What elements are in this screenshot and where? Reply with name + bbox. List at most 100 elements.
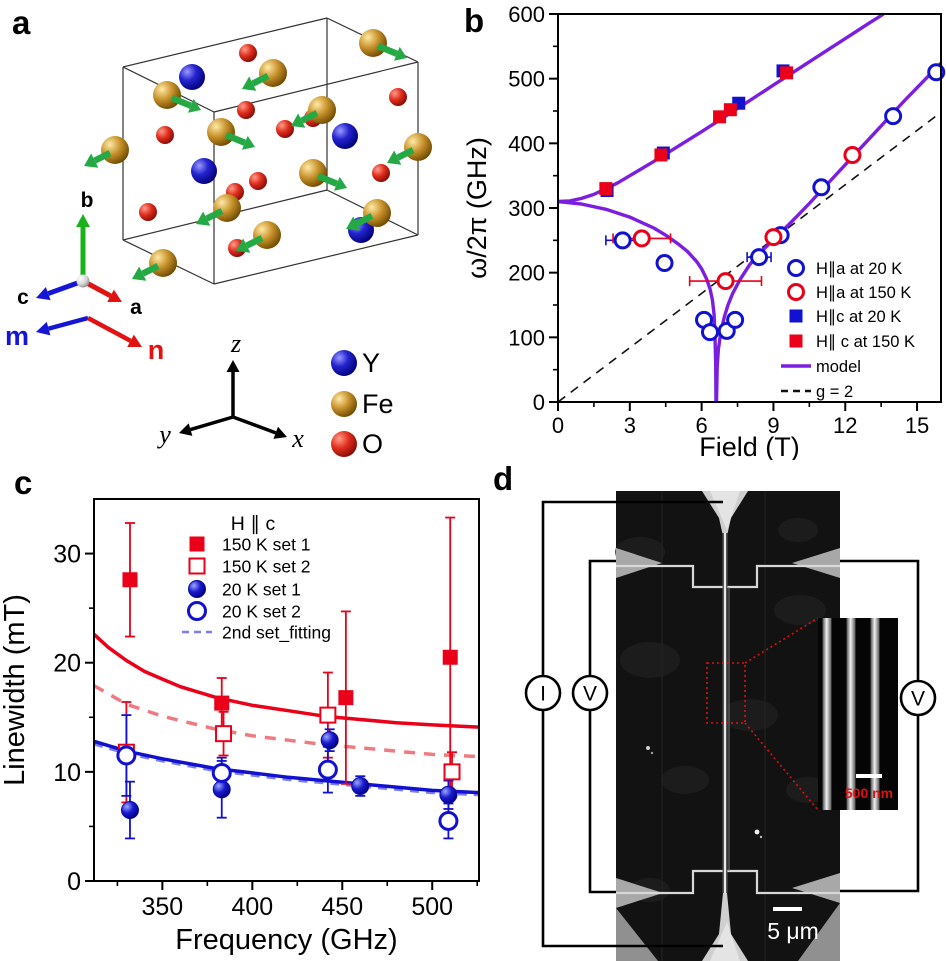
legend-label: H∥c at 20 K (816, 308, 901, 326)
marker-square-open (319, 706, 337, 724)
spin-arrow-head (236, 238, 251, 253)
atom-Fe (84, 136, 129, 168)
n-axis-arrow (86, 316, 132, 343)
c-axis-label: c (17, 286, 29, 309)
marker-circle-solid (439, 785, 458, 804)
legend: H∥a at 20 K H∥a at 150 K H∥c at 20 K H∥ c a… (781, 259, 915, 401)
scale-bar-500nm (856, 774, 882, 778)
y-tick-label: 100 (508, 325, 545, 350)
y-tick-label: 600 (508, 2, 545, 27)
marker-square (338, 690, 354, 706)
atom-sphere-O (237, 101, 255, 119)
atom-Fe (242, 59, 287, 91)
atom-Fe (299, 159, 347, 191)
atom-sphere-Fe (404, 133, 432, 161)
y-tick-label: 10 (53, 759, 81, 787)
marker-circle-open (655, 253, 674, 272)
curve-20K-fit-set1 (93, 739, 480, 795)
scale-label-500nm: 500 nm (845, 785, 893, 801)
curve-150K-fit-set1 (92, 633, 480, 729)
voltmeter-right-icon (899, 679, 937, 717)
atom-Fe (236, 221, 281, 253)
atom-sphere-Y (332, 123, 358, 149)
legend-label: 150 K set 2 (222, 556, 311, 576)
marker-square (789, 334, 803, 348)
inset-nanostripe (870, 618, 880, 810)
y-axis-arrow (190, 415, 234, 432)
a-axis-arrow-head (107, 289, 122, 302)
spin-arrow (316, 172, 339, 187)
right-bottom-contact-wedge (792, 873, 840, 903)
marker-square-open (443, 763, 461, 781)
marker-circle-open (787, 283, 805, 301)
spin-arrow-head (84, 153, 99, 168)
marker-circle-open (750, 248, 769, 267)
atom-Fe (291, 96, 336, 128)
spin-arrow (141, 263, 160, 277)
spin-arrow (205, 208, 224, 222)
marker-circle-open (116, 745, 137, 766)
x-tick-label: 0 (552, 413, 564, 438)
legend-element-label: Fe (362, 389, 394, 419)
y-tick-label: 30 (53, 541, 81, 569)
marker-circle-solid (320, 731, 339, 750)
panel-c-chart: 350 400 450 500 0 10 20 30 Frequency (GHz) Linewi… (0, 498, 480, 956)
atom-O (156, 126, 174, 144)
x-tick-label: 350 (142, 893, 184, 921)
atom-O (139, 203, 157, 221)
y-tick-label: 300 (508, 196, 545, 221)
atom-sphere-O (239, 44, 257, 62)
legend-element-label: Y (362, 348, 380, 378)
sem-texture (620, 642, 680, 678)
n-axis-arrow-head (127, 334, 142, 348)
marker-square (189, 536, 205, 552)
panel-label-b: b (464, 2, 485, 39)
inset-nanostripe (846, 618, 856, 810)
panel-label-d: d (493, 460, 514, 497)
sem-speck (646, 746, 650, 750)
axes-frame: 0 3 6 9 12 15 0 100 200 300 400 500 600 Field (T) ω/2π… (462, 2, 942, 460)
x-tick-label: 12 (833, 413, 857, 438)
chart-c: 350 400 450 500 0 10 20 30 Frequency (GHz) Linewi… (0, 498, 480, 956)
plot-frame (93, 498, 480, 882)
marker-square (654, 148, 668, 162)
spin-arrow-head (387, 150, 402, 165)
marker-circle-open (187, 601, 207, 621)
atom-sphere-Fe (308, 96, 336, 124)
sem-texture (778, 518, 818, 542)
scale-bar-5um (773, 907, 802, 911)
marker-square (122, 572, 138, 588)
atom-Fe (153, 81, 201, 113)
voltage-right-loop-wire (840, 559, 920, 893)
atom-sphere-O (249, 172, 267, 190)
atom-Fe (359, 29, 407, 61)
x-tick-label: 400 (231, 893, 273, 921)
atom-sphere-Fe (253, 221, 281, 249)
curve-model-lower-right (714, 61, 943, 403)
atom-sphere-Fe (207, 118, 235, 146)
atom-O (239, 44, 257, 62)
legend-sphere-Fe (331, 391, 357, 417)
spin-arrow-head (187, 98, 201, 113)
legend-label: 20 K set 1 (222, 579, 301, 599)
atom-O (276, 120, 294, 138)
marker-circle-solid (351, 777, 370, 796)
voltage-left-loop-wire (588, 559, 616, 894)
marker-square (723, 103, 737, 117)
spin-arrow (376, 42, 399, 57)
chart-b: 0 3 6 9 12 15 0 100 200 300 400 500 600 Field (T) ω/2π… (462, 2, 946, 460)
sem-speck (754, 829, 760, 835)
m-axis-arrow (47, 315, 89, 331)
marker-circle-open (843, 145, 862, 164)
legend-label: H∥a at 20 K (816, 260, 902, 278)
current-meter-label: I (540, 683, 546, 706)
curves (92, 633, 480, 797)
legend-label: 2nd set_fitting (222, 622, 331, 643)
marker-circle-open (787, 259, 805, 277)
y-axis-title: Linewidth (mT) (0, 594, 31, 786)
spin-arrow (396, 147, 415, 161)
spin-arrow-head (241, 135, 255, 150)
legend-element-label: O (362, 429, 383, 459)
current-loop-wire (541, 500, 723, 948)
